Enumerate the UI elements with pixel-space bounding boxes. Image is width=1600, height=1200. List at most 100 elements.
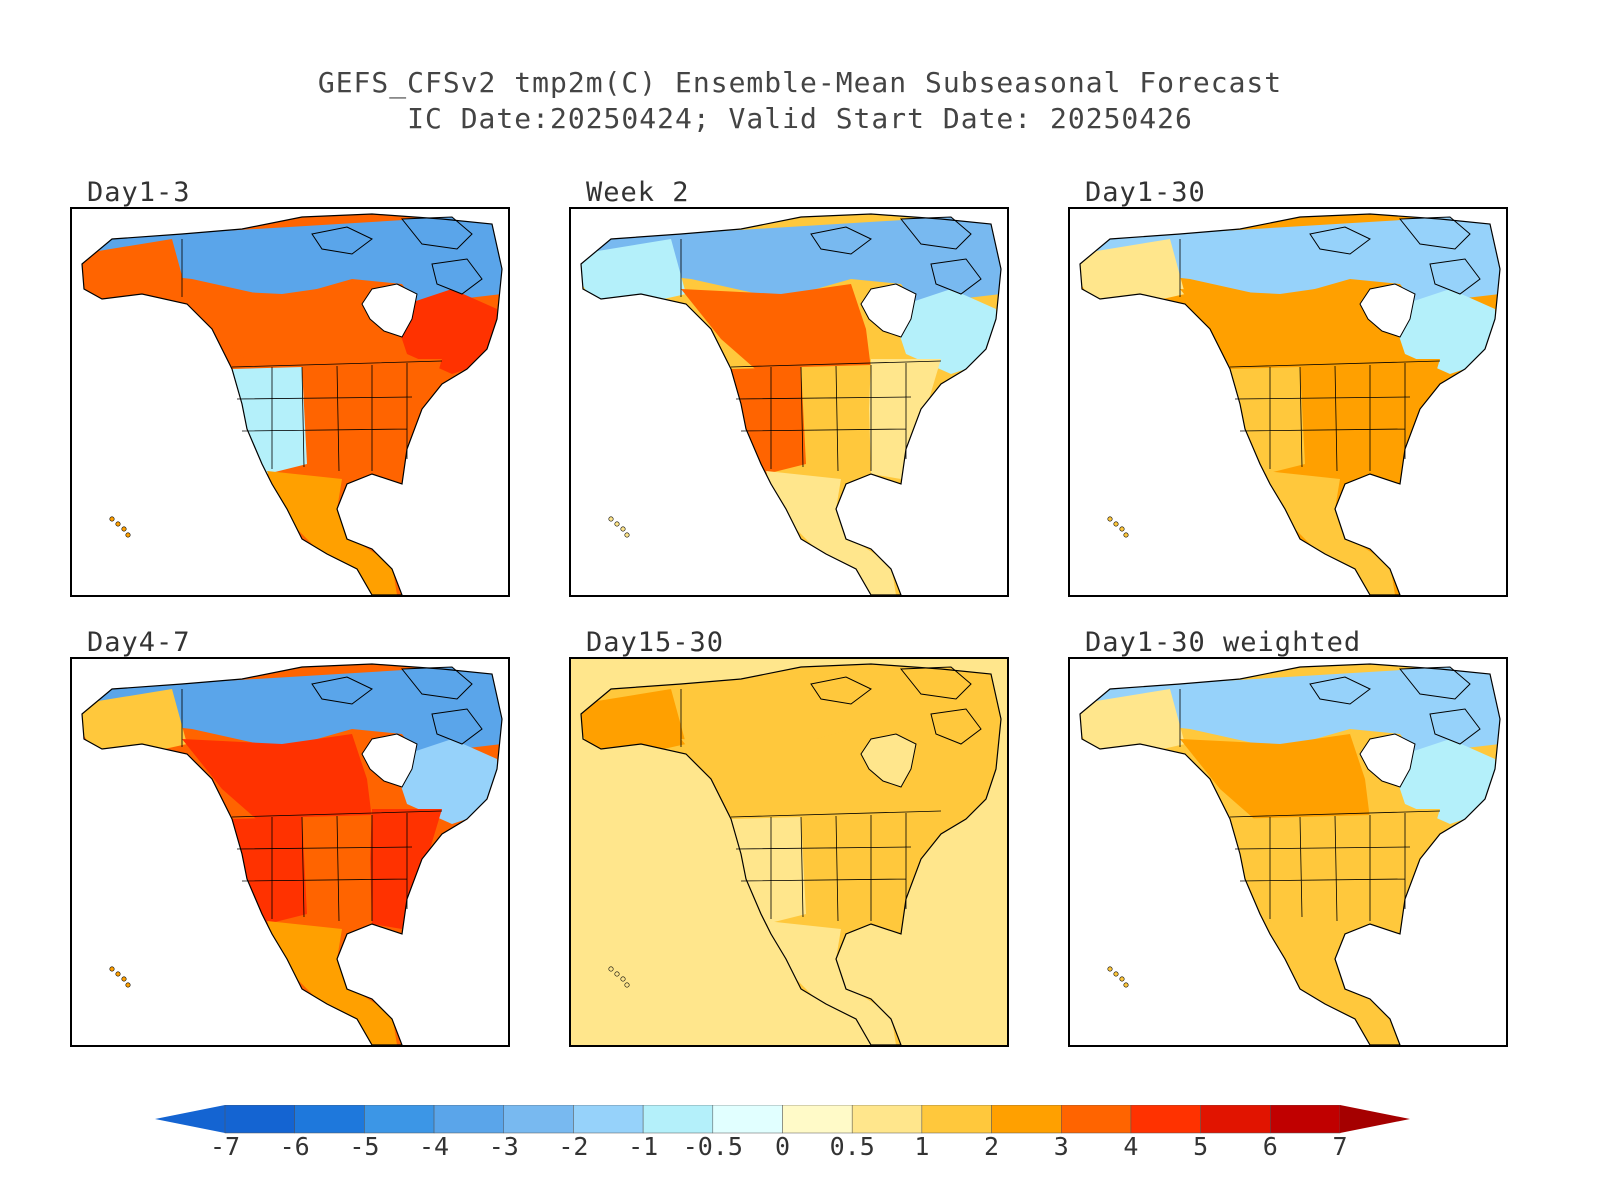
colorbar-segment	[712, 1105, 783, 1134]
map-panel-day15-30	[569, 657, 1009, 1047]
region-central-us	[801, 365, 876, 471]
hawaii-island	[614, 971, 620, 977]
map-panel-day1-30	[1068, 207, 1508, 597]
map-panel-week2	[569, 207, 1009, 597]
hawaii-island	[1107, 516, 1113, 522]
colorbar-tick-label: 4	[1123, 1132, 1139, 1161]
region-alaska	[581, 689, 686, 754]
region-west-us	[731, 817, 806, 924]
hawaii-island	[608, 516, 614, 522]
hawaii-island	[620, 976, 626, 982]
colorbar-segment	[294, 1105, 365, 1134]
region-quebec	[392, 739, 497, 824]
region-alaska	[581, 239, 686, 304]
region-alaska	[82, 239, 187, 304]
region-north	[92, 664, 502, 754]
hawaii-island	[608, 966, 614, 972]
arctic-islands	[311, 666, 483, 745]
coastline	[1079, 213, 1501, 595]
coastline	[1079, 663, 1501, 1045]
hawaii-island	[1113, 971, 1119, 977]
region-quebec	[392, 289, 497, 374]
hudson-bay	[361, 733, 418, 788]
hawaii-island	[620, 526, 626, 532]
hudson-bay	[860, 733, 917, 788]
region-quebec	[891, 289, 996, 374]
hawaii-island	[1123, 982, 1129, 988]
colorbar-segment	[1200, 1105, 1271, 1134]
region-mexico	[1265, 471, 1395, 595]
panel-label-day1-30-weighted: Day1-30 weighted	[1085, 627, 1362, 658]
figure-title: GEFS_CFSv2 tmp2m(C) Ensemble-Mean Subsea…	[317, 66, 1283, 99]
colorbar-tick-label: -3	[488, 1132, 519, 1161]
colorbar-tick-label: 0.5	[829, 1132, 875, 1161]
panel-label-day1-3: Day1-3	[87, 177, 191, 208]
arctic-islands	[810, 216, 982, 295]
region-mexico	[267, 471, 397, 595]
colorbar-segment	[503, 1105, 574, 1134]
political-borders	[181, 689, 443, 922]
hawaii-island	[1119, 526, 1125, 532]
colorbar-segment	[921, 1105, 992, 1134]
region-canada-south	[1180, 284, 1370, 374]
region-quebec	[891, 739, 996, 824]
colorbar-segment	[573, 1105, 644, 1134]
colorbar-segment	[1270, 1105, 1341, 1134]
temperature-anomaly-map	[72, 209, 508, 595]
colorbar-segment	[851, 1105, 923, 1134]
hawaii-island	[1119, 976, 1125, 982]
temperature-anomaly-map	[571, 209, 1007, 595]
figure-subtitle: IC Date:20250424; Valid Start Date: 2025…	[407, 102, 1193, 135]
hawaii-island	[115, 521, 121, 527]
colorbar-tick-label: -5	[349, 1132, 380, 1161]
region-central-us	[302, 815, 377, 921]
region-central-us	[302, 365, 377, 471]
region-canada-south	[1180, 734, 1370, 824]
hawaii-island	[115, 971, 121, 977]
region-mexico	[766, 471, 896, 595]
temperature-anomaly-map	[1070, 209, 1506, 595]
hudson-bay	[1359, 733, 1416, 788]
colorbar-tick-label: 5	[1193, 1132, 1209, 1161]
hudson-bay	[361, 283, 418, 338]
hawaii-island	[109, 966, 115, 972]
region-canada-south	[681, 734, 871, 824]
colorbar-tick-label: 7	[1332, 1132, 1348, 1161]
political-borders	[680, 689, 942, 922]
coastline	[580, 213, 1002, 595]
colorbar-tick-label: -6	[279, 1132, 310, 1161]
colorbar-tick-label: 2	[984, 1132, 1000, 1161]
arctic-islands	[1309, 666, 1481, 745]
colorbar-tick-label: 6	[1262, 1132, 1278, 1161]
region-west-us	[232, 367, 307, 474]
region-east-us	[1368, 809, 1440, 929]
map-panel-day1-30-weighted	[1068, 657, 1508, 1047]
panel-label-day4-7: Day4-7	[87, 627, 191, 658]
political-borders	[1179, 239, 1441, 472]
hawaii-island	[125, 532, 131, 538]
hawaii-island	[1113, 521, 1119, 527]
region-mexico	[766, 921, 896, 1045]
colorbar-segment	[433, 1105, 504, 1134]
colorbar-segment	[991, 1105, 1062, 1134]
colorbar-tick-label: -1	[628, 1132, 659, 1161]
panel-label-day15-30: Day15-30	[586, 627, 725, 658]
region-north	[1090, 664, 1500, 754]
colorbar-tick-label: 0	[774, 1132, 791, 1161]
colorbar-tick-label: -7	[209, 1132, 241, 1161]
region-alaska	[82, 689, 187, 754]
region-central-us	[1300, 365, 1375, 471]
region-west-us	[1230, 367, 1305, 474]
region-east-us	[869, 359, 941, 479]
region-north	[591, 214, 1001, 304]
region-central-us	[1300, 815, 1375, 921]
temperature-anomaly-map	[571, 659, 1007, 1045]
panel-label-week2: Week 2	[586, 177, 690, 208]
hudson-bay	[860, 283, 917, 338]
map-panel-day4-7	[70, 657, 510, 1047]
hawaii-island	[624, 982, 630, 988]
colorbar-tick-label: -2	[558, 1132, 589, 1161]
region-west-us	[1230, 817, 1305, 924]
political-borders	[181, 239, 443, 472]
colorbar-tick-label: 1	[914, 1132, 930, 1161]
